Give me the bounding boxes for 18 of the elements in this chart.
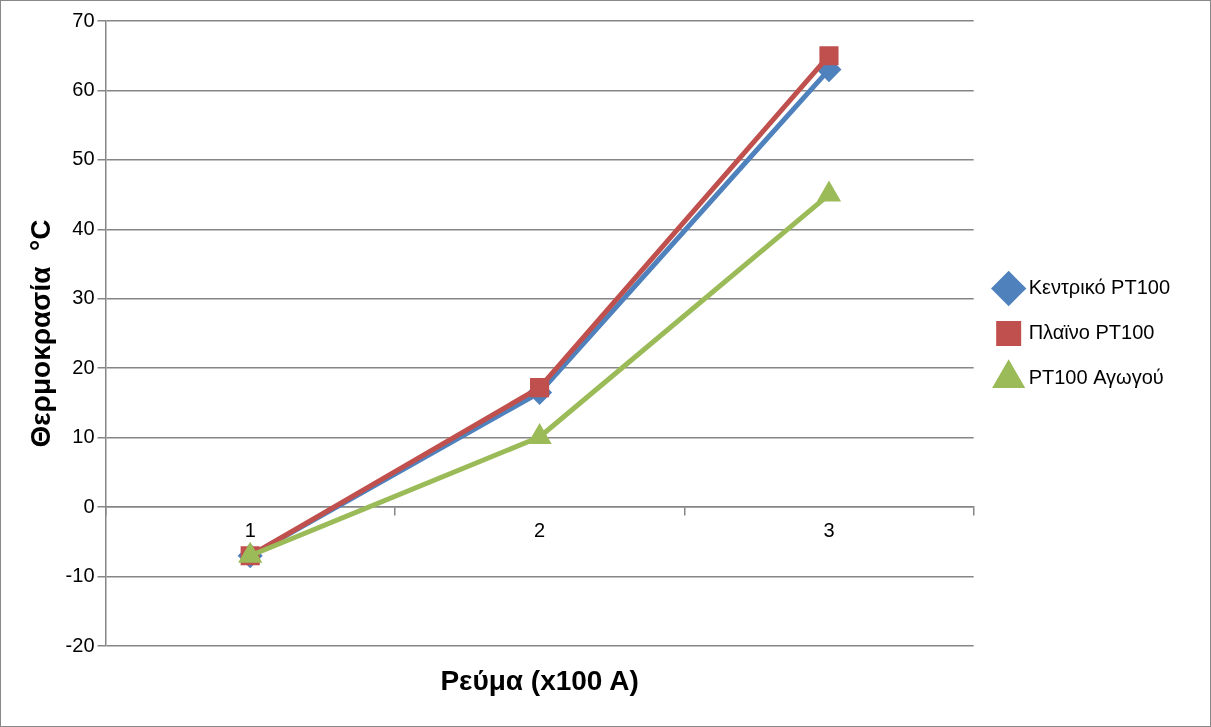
y-tick-label: 20 — [72, 355, 95, 378]
x-axis-title: Ρεύμα (x100 A) — [440, 664, 639, 696]
x-tick-label: 1 — [244, 518, 256, 541]
legend-label: Πλαϊνο PT100 — [1028, 321, 1155, 344]
x-tick-label: 2 — [534, 518, 546, 541]
legend-label: Κεντρικό PT100 — [1028, 276, 1171, 299]
y-tick-label: 40 — [72, 216, 95, 239]
y-tick-label: -20 — [65, 633, 95, 656]
y-axis-title: Θερμοκρασία °C — [24, 219, 56, 448]
y-tick-label: 0 — [83, 494, 95, 517]
y-tick-label: 70 — [72, 8, 95, 31]
y-tick-label: 30 — [72, 286, 95, 309]
y-tick-label: 60 — [72, 77, 95, 100]
x-tick-label: 3 — [823, 518, 835, 541]
legend-label: PT100 Αγωγού — [1028, 366, 1164, 389]
y-tick-label: 10 — [72, 425, 95, 448]
y-tick-label: -10 — [65, 564, 95, 587]
y-tick-label: 50 — [72, 147, 95, 170]
